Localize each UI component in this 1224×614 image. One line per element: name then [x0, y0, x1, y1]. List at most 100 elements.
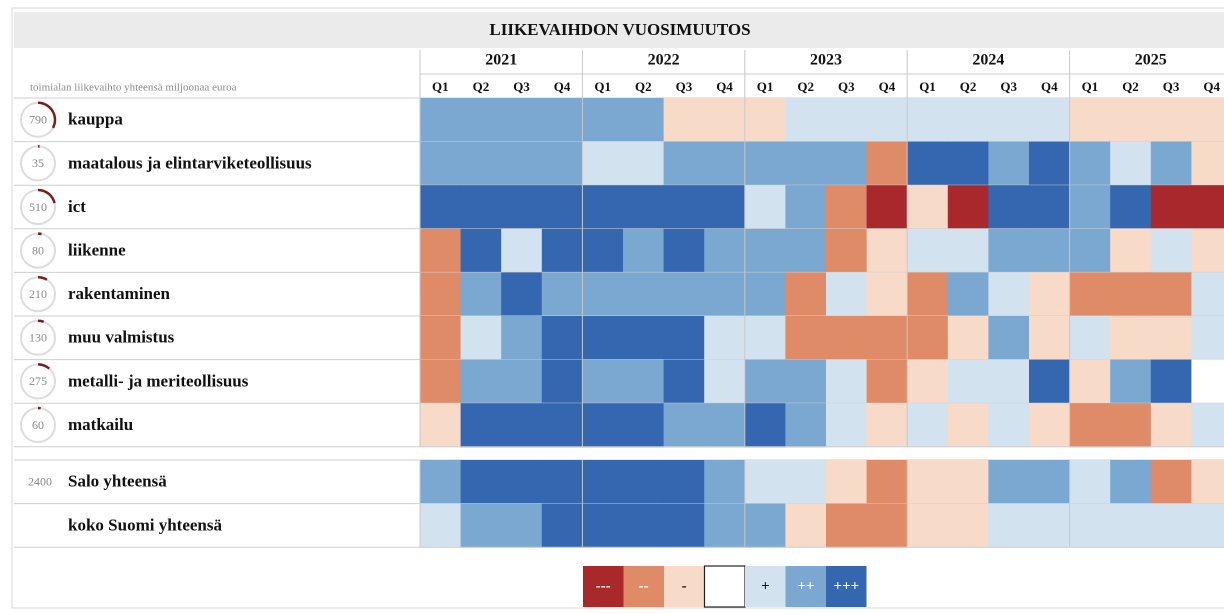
- cell: [1110, 503, 1152, 548]
- quarter-label: Q2: [1122, 79, 1139, 94]
- row-value: 35: [32, 156, 44, 170]
- cell: [663, 141, 705, 186]
- cell: [785, 359, 827, 404]
- cell: [947, 272, 989, 317]
- row-label: kauppa: [68, 110, 123, 129]
- cell: [1029, 460, 1071, 505]
- cell: [1150, 503, 1192, 548]
- cell: [947, 316, 989, 361]
- cell: [1110, 272, 1152, 317]
- cell: [1110, 460, 1152, 505]
- quarter-label: Q1: [919, 79, 936, 94]
- cell: [1110, 316, 1152, 361]
- cell: [1069, 228, 1111, 273]
- cell: [1029, 185, 1071, 230]
- cell: [1150, 316, 1192, 361]
- cell: [501, 503, 543, 548]
- cell: [1029, 403, 1071, 448]
- cell: [1029, 98, 1071, 143]
- cell: [623, 185, 665, 230]
- cell: [541, 403, 583, 448]
- row-label: muu valmistus: [68, 328, 175, 347]
- cell: [582, 460, 624, 505]
- cell: [460, 316, 502, 361]
- row-value: 130: [29, 331, 47, 345]
- cell: [582, 503, 624, 548]
- cell: [460, 359, 502, 404]
- cell: [1069, 98, 1111, 143]
- cell: [907, 460, 949, 505]
- cell: [582, 141, 624, 186]
- cell: [1029, 359, 1071, 404]
- cell: [1150, 403, 1192, 448]
- cell: [826, 141, 868, 186]
- row-label: maatalous ja elintarviketeollisuus: [68, 153, 312, 172]
- legend-label: ++: [797, 578, 814, 594]
- cell: [988, 185, 1030, 230]
- cell: [907, 503, 949, 548]
- title: LIIKEVAIHDON VUOSIMUUTOS: [489, 20, 750, 39]
- cell: [1110, 185, 1152, 230]
- cell: [1150, 272, 1192, 317]
- cell: [744, 98, 786, 143]
- quarter-label: Q2: [635, 79, 652, 94]
- cell: [1069, 272, 1111, 317]
- cell: [988, 228, 1030, 273]
- cell: [988, 503, 1030, 548]
- cell: [420, 359, 462, 404]
- row-value: 210: [29, 287, 47, 301]
- year-label: 2025: [1135, 52, 1167, 69]
- cell: [501, 272, 543, 317]
- cell: [744, 316, 786, 361]
- cell: [663, 185, 705, 230]
- cell: [1150, 228, 1192, 273]
- row-label: rakentaminen: [68, 284, 171, 303]
- cell: [785, 460, 827, 505]
- cell: [460, 460, 502, 505]
- cell: [744, 141, 786, 186]
- cell: [744, 272, 786, 317]
- cell: [785, 316, 827, 361]
- cell: [866, 185, 908, 230]
- gauge-arc: [37, 363, 51, 370]
- cell: [866, 359, 908, 404]
- row-value: 60: [32, 418, 44, 432]
- cell: [582, 403, 624, 448]
- year-label: 2024: [972, 52, 1004, 69]
- row-label: Salo yhteensä: [68, 472, 167, 491]
- cell: [1110, 403, 1152, 448]
- cell: [501, 403, 543, 448]
- cell: [1069, 359, 1111, 404]
- cell: [907, 316, 949, 361]
- quarter-label: Q2: [960, 79, 977, 94]
- quarter-label: Q3: [838, 79, 855, 94]
- cell: [623, 316, 665, 361]
- cell: [826, 460, 868, 505]
- row-value: 790: [29, 113, 47, 127]
- cell: [1069, 141, 1111, 186]
- legend-swatch: [745, 566, 786, 607]
- legend-label: ---: [596, 578, 611, 594]
- cell: [541, 460, 583, 505]
- cell: [1110, 98, 1152, 143]
- cell: [501, 185, 543, 230]
- cell: [704, 316, 746, 361]
- row-label: liikenne: [68, 241, 126, 260]
- cell: [826, 316, 868, 361]
- legend-swatch: [583, 566, 624, 607]
- cell: [1191, 185, 1224, 230]
- cell: [1069, 460, 1111, 505]
- cell: [623, 228, 665, 273]
- quarter-label: Q1: [432, 79, 449, 94]
- cell: [907, 359, 949, 404]
- cell: [826, 503, 868, 548]
- cell: [541, 98, 583, 143]
- cell: [541, 228, 583, 273]
- gauge-arc: [37, 319, 45, 323]
- cell: [541, 316, 583, 361]
- cell: [704, 503, 746, 548]
- cell: [1150, 185, 1192, 230]
- cell: [460, 185, 502, 230]
- cell: [947, 98, 989, 143]
- cell: [663, 503, 705, 548]
